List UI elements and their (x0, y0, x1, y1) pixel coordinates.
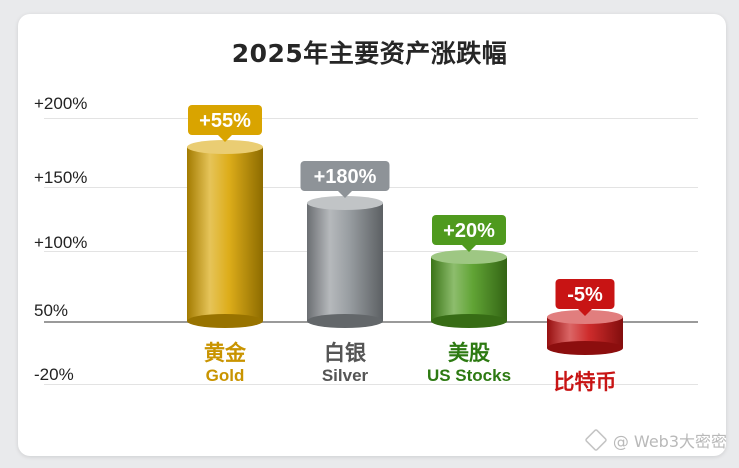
y-tick-label: 50% (34, 301, 69, 320)
bar-top-cap (547, 310, 623, 324)
category-label-zh: 比特币 (553, 370, 617, 394)
data-label-badge: +55% (188, 105, 262, 142)
watermark-text: @ Web3大密密 (612, 432, 727, 451)
bar-bottom-cap (307, 314, 383, 328)
category-label-en: Silver (321, 366, 369, 385)
data-label: -5% (567, 284, 603, 306)
data-label-badge: -5% (555, 279, 615, 316)
watermark: @ Web3大密密 (584, 428, 727, 452)
bar-top-cap (187, 140, 263, 154)
chart-title: 2025年主要资产涨跌幅 (231, 39, 508, 68)
bar-top-cap (307, 196, 383, 210)
gridline (44, 118, 698, 119)
category-label-en: US Stocks (426, 366, 512, 385)
y-tick-label: -20% (34, 365, 74, 384)
bar (431, 257, 507, 321)
bar-bottom-cap (547, 341, 623, 355)
category-label-zh: 美股 (448, 341, 490, 365)
y-tick-label: +200% (34, 94, 88, 113)
data-label-badge: +180% (300, 161, 390, 198)
category-label-zh: 黄金 (204, 341, 246, 365)
bar (187, 147, 263, 321)
bar (307, 203, 383, 321)
category-label-en: Gold (205, 366, 245, 385)
gridline (44, 384, 698, 385)
bar-bottom-cap (431, 314, 507, 328)
bar-top-cap (431, 250, 507, 264)
y-tick-label: +100% (34, 233, 88, 252)
category-label-zh: 白银 (324, 341, 366, 365)
bar-bottom-cap (187, 314, 263, 328)
watermark-logo-icon (584, 428, 608, 452)
data-label: +55% (199, 110, 251, 132)
data-label-badge: +20% (432, 215, 506, 252)
data-label: +180% (314, 166, 377, 188)
y-tick-label: +150% (34, 168, 88, 187)
data-label: +20% (443, 220, 495, 242)
